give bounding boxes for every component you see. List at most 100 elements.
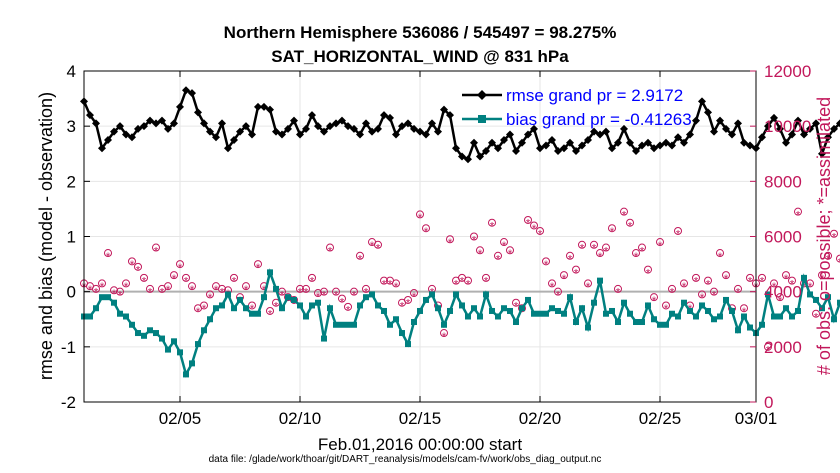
rmse-point	[176, 102, 184, 111]
bias-point	[573, 319, 579, 326]
bias-point	[87, 313, 93, 320]
bias-point	[789, 313, 795, 320]
bias-point	[375, 302, 381, 309]
obs-possible-point	[254, 260, 262, 269]
obs-assimilated-point: *	[196, 306, 201, 318]
bias-point	[225, 291, 231, 298]
bias-point	[129, 321, 135, 328]
bias-point	[297, 302, 303, 309]
y-tick-label: -1	[61, 338, 76, 357]
obs-assimilated-point: *	[484, 276, 489, 288]
obs-possible-point	[794, 207, 802, 216]
obs-assimilated-point: *	[772, 281, 777, 293]
obs-possible-point	[116, 287, 124, 296]
obs-possible-point	[176, 260, 184, 269]
bias-point	[117, 310, 123, 317]
bias-point	[597, 277, 603, 284]
obs-possible-point	[776, 293, 784, 302]
bias-point	[609, 307, 615, 314]
rmse-point	[158, 116, 166, 125]
rmse-point	[332, 119, 340, 128]
rmse-point	[182, 86, 190, 95]
rmse-point	[704, 108, 712, 117]
rmse-point	[290, 116, 298, 125]
obs-assimilated-point: *	[748, 276, 753, 288]
obs-possible-point	[572, 265, 580, 274]
obs-assimilated-point: *	[388, 278, 393, 290]
rmse-point	[374, 124, 382, 133]
bias-point	[363, 294, 369, 301]
obs-possible-point	[296, 284, 304, 293]
obs-assimilated-point: *	[610, 226, 615, 238]
obs-possible-point	[104, 249, 112, 258]
axis-ticks: 02/05 02/10 02/15 02/20 02/25 03/01-2-1012340…	[61, 62, 811, 428]
bias-point	[111, 299, 117, 306]
obs-possible-point	[404, 295, 412, 304]
obs-assimilated-point: *	[664, 303, 669, 315]
rmse-point	[794, 116, 802, 125]
bias-point	[549, 305, 555, 312]
obs-assimilated-point: *	[544, 259, 549, 271]
rmse-point	[776, 124, 784, 133]
rmse-point	[458, 152, 466, 161]
obs-possible-point	[440, 329, 448, 338]
rmse-point	[188, 89, 196, 98]
rmse-point	[464, 155, 472, 164]
obs-possible-point	[146, 284, 154, 293]
bias-point	[135, 330, 141, 337]
bias-point	[777, 313, 783, 320]
obs-assimilated-point: *	[598, 251, 603, 263]
rmse-point	[104, 135, 112, 144]
obs-possible-point	[734, 284, 742, 293]
bias-point	[717, 313, 723, 320]
obs-assimilated-point: *	[490, 220, 495, 232]
obs-assimilated-point: *	[808, 281, 813, 293]
rmse-point	[224, 144, 232, 153]
obs-possible-point	[566, 251, 574, 260]
rmse-point	[632, 146, 640, 155]
bias-point	[585, 324, 591, 331]
obs-assimilated-point: *	[400, 300, 405, 312]
rmse-point	[428, 119, 436, 128]
bias-point	[105, 294, 111, 301]
rmse-point	[680, 138, 688, 147]
obs-assimilated-point: *	[670, 287, 675, 299]
y-right-tick-label: 4000	[764, 283, 802, 302]
bias-point	[393, 316, 399, 323]
rmse-point	[686, 130, 694, 139]
bias-point	[399, 330, 405, 337]
obs-possible-point	[410, 289, 418, 298]
obs-assimilated-point: *	[316, 291, 321, 303]
obs-assimilated-point: *	[634, 251, 639, 263]
obs-assimilated-point: *	[94, 287, 99, 299]
rmse-point	[536, 144, 544, 153]
bias-point	[345, 321, 351, 328]
obs-assimilated-point: *	[244, 284, 249, 296]
obs-assimilated-point: *	[142, 276, 147, 288]
bias-point	[273, 285, 279, 292]
obs-possible-point	[764, 342, 772, 351]
bias-point	[183, 371, 189, 378]
obs-assimilated-point: *	[778, 295, 783, 307]
rmse-point	[812, 119, 820, 128]
obs-possible-point	[560, 271, 568, 280]
y-tick-label: 0	[67, 283, 76, 302]
y-tick-label: 2	[67, 172, 76, 191]
rmse-point	[608, 144, 616, 153]
obs-possible-point	[644, 265, 652, 274]
bias-point	[423, 296, 429, 303]
bias-point	[837, 299, 840, 306]
obs-possible-point	[638, 243, 646, 252]
obs-assimilated-point: *	[184, 276, 189, 288]
bias-point	[801, 274, 807, 281]
obs-assimilated-point: *	[472, 234, 477, 246]
bias-point	[591, 299, 597, 306]
obs-possible-point	[692, 273, 700, 282]
obs-possible-point	[782, 271, 790, 280]
x-tick-label: 02/10	[279, 409, 322, 428]
obs-assimilated-point: *	[286, 295, 291, 307]
obs-assimilated-point: *	[88, 284, 93, 296]
bias-point	[351, 321, 357, 328]
obs-assimilated-point: *	[742, 306, 747, 318]
obs-possible-point	[518, 304, 526, 313]
